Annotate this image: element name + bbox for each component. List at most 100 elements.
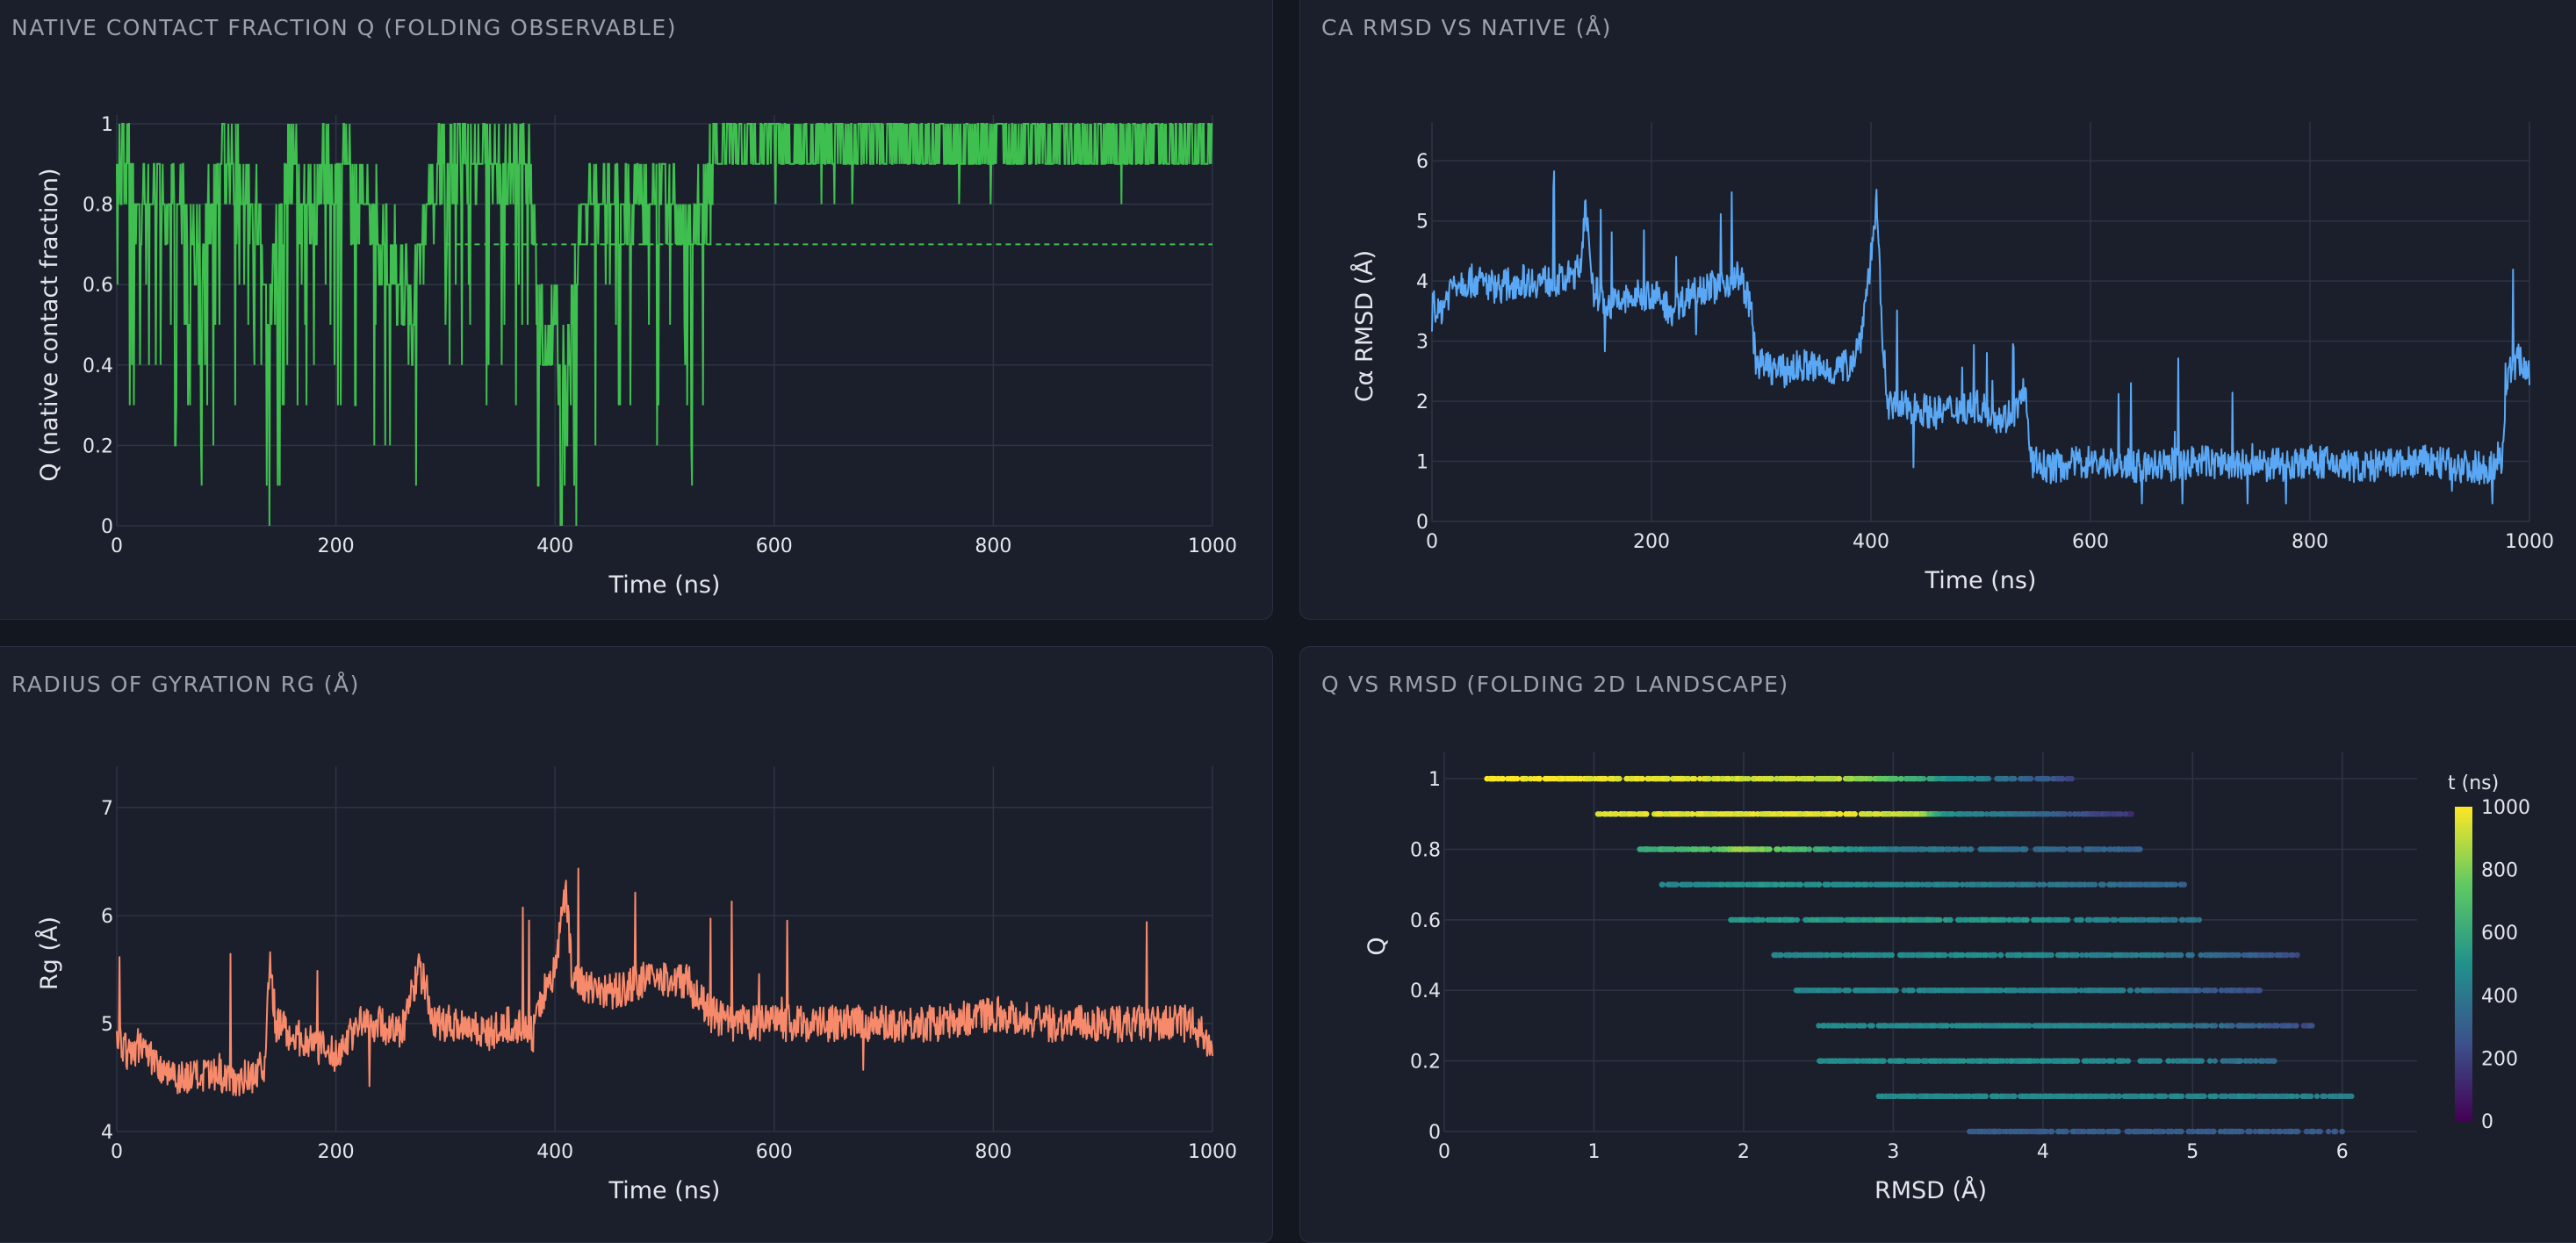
scatter-point: [2139, 1093, 2146, 1099]
scatter-point: [2043, 1023, 2049, 1029]
scatter-point: [2053, 881, 2059, 887]
scatter-point: [1926, 811, 1933, 817]
scatter-point: [1944, 1023, 1950, 1029]
scatter-point: [1886, 1093, 1892, 1099]
y-axis-label: Cα RMSD (Å): [1350, 250, 1378, 402]
scatter-point: [1790, 846, 1797, 852]
scatter-point: [1853, 881, 1860, 887]
x-tick-label: 200: [318, 535, 355, 557]
scatter-point: [1896, 916, 1902, 923]
scatter-point: [2023, 775, 2029, 782]
scatter-point: [2009, 952, 2015, 959]
scatter-point: [2247, 1058, 2253, 1064]
scatter-point: [1954, 988, 1960, 994]
scatter-point: [1980, 916, 1987, 923]
scatter-point: [2236, 1093, 2242, 1099]
scatter-point: [1848, 1023, 1854, 1029]
scatter-point: [2201, 1093, 2207, 1099]
scatter-point: [2161, 1023, 2167, 1029]
scatter-point: [2133, 952, 2140, 959]
scatter-point: [1778, 952, 1784, 959]
scatter-point: [2045, 916, 2051, 923]
scatter-point: [1664, 811, 1670, 817]
scatter-point: [2067, 775, 2074, 782]
scatter-point: [1984, 988, 1990, 994]
landscape-panel: Q VS RMSD (FOLDING 2D LANDSCAPE) 0 1 2 3 4 5 6…: [1299, 646, 2576, 1243]
scatter-point: [2122, 811, 2128, 817]
x-tick-label: 600: [756, 535, 793, 557]
scatter-point: [2247, 1128, 2254, 1135]
scatter-point: [1895, 881, 1901, 887]
scatter-point: [2213, 952, 2219, 959]
scatter-point: [1802, 952, 1808, 959]
scatter-point: [1718, 811, 1724, 817]
scatter-point: [2006, 916, 2012, 923]
scatter-point: [1828, 916, 1834, 923]
scatter-point: [2315, 1128, 2321, 1135]
scatter-point: [1881, 1023, 1888, 1029]
scatter-point: [1718, 846, 1725, 852]
scatter-point: [2039, 775, 2046, 782]
scatter-point: [2252, 952, 2258, 959]
scatter-point: [2193, 1058, 2200, 1064]
scatter-point: [2168, 881, 2175, 887]
x-tick-label: 200: [1633, 531, 1670, 553]
scatter-point: [2126, 1023, 2133, 1029]
scatter-point: [1891, 916, 1897, 923]
scatter-point: [1666, 846, 1673, 852]
scatter-point: [1631, 811, 1637, 817]
scatter-point: [1611, 811, 1618, 817]
x-tick-label: 800: [975, 535, 1011, 557]
scatter-point: [2068, 952, 2074, 959]
panel-title: CA RMSD VS NATIVE (Å): [1321, 15, 1612, 40]
scatter-point: [2169, 952, 2175, 959]
scatter-point: [2126, 846, 2133, 852]
x-tick-label: 800: [975, 1141, 1011, 1163]
x-tick-label: 1000: [2505, 531, 2554, 553]
scatter-point: [1780, 846, 1786, 852]
scatter-point: [2095, 846, 2101, 852]
rmsd-panel: CA RMSD VS NATIVE (Å) 0 200 400 600 800 1000 0…: [1299, 0, 2576, 620]
scatter-point: [2146, 1093, 2152, 1099]
scatter-point: [1953, 881, 1959, 887]
scatter-point: [1523, 775, 1529, 782]
scatter-point: [1734, 881, 1740, 887]
scatter-point: [1650, 775, 1656, 782]
scatter-point: [2062, 1058, 2068, 1064]
scatter-point: [1702, 811, 1709, 817]
scatter-point: [2027, 811, 2033, 817]
scatter-point: [2212, 1058, 2218, 1064]
scatter-point: [2221, 1128, 2227, 1135]
scatter-point: [2026, 1058, 2032, 1064]
y-tick-label: 5: [1416, 212, 1428, 234]
scatter-point: [1968, 811, 1974, 817]
scatter-point: [1852, 811, 1858, 817]
scatter-point: [2073, 916, 2080, 923]
scatter-point: [2169, 916, 2176, 923]
scatter-point: [1706, 775, 1713, 782]
scatter-point: [2074, 1093, 2081, 1099]
scatter-point: [2050, 846, 2057, 852]
scatter-point: [1958, 846, 1965, 852]
scatter-point: [2127, 881, 2133, 887]
scatter-point: [2257, 1023, 2263, 1029]
scatter-point: [1992, 988, 1998, 994]
scatter-point: [2256, 1093, 2263, 1099]
scatter-point: [1713, 881, 1719, 887]
scatter-point: [1929, 952, 1935, 959]
scatter-point: [1751, 775, 1757, 782]
scatter-point: [1763, 881, 1769, 887]
scatter-point: [2178, 952, 2184, 959]
scatter-point: [2116, 846, 2122, 852]
scatter-point: [1839, 846, 1846, 852]
panel-title: NATIVE CONTACT FRACTION Q (FOLDING OBSER…: [11, 15, 677, 40]
rmsd-series-line: [1431, 170, 2530, 505]
scatter-point: [2290, 952, 2296, 959]
scatter-point: [1927, 1058, 1933, 1064]
scatter-point: [1960, 1058, 1966, 1064]
colorbar-tick-label: 400: [2481, 986, 2518, 1008]
scatter-point: [2024, 916, 2030, 923]
scatter-point: [1899, 881, 1905, 887]
scatter-point: [1811, 952, 1818, 959]
x-tick-label: 1000: [1188, 535, 1237, 557]
